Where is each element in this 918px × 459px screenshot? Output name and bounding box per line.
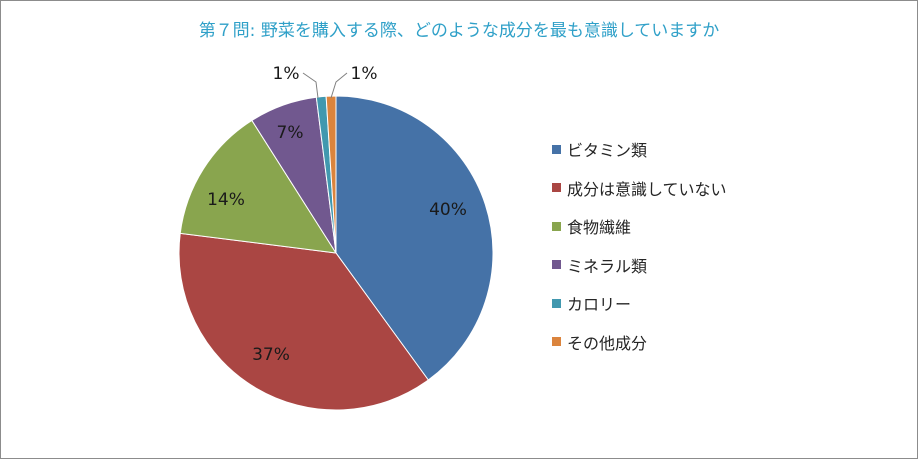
data-label-2: 14% [207, 190, 245, 210]
data-label-0: 40% [429, 200, 467, 220]
legend-label-1: 成分は意識していない [567, 179, 727, 199]
leader-line-4 [302, 72, 319, 99]
legend-label-5: その他成分 [567, 333, 648, 353]
legend-swatch-2 [552, 221, 561, 231]
legend-swatch-5 [552, 337, 561, 347]
pie-slice-2 [179, 119, 337, 254]
legend-item-2: 食物繊維 [552, 207, 727, 246]
legend-item-1: 成分は意識していない [552, 169, 727, 208]
data-label-4: 1% [273, 64, 300, 84]
legend-item-5: その他成分 [552, 323, 727, 362]
data-label-3: 7% [277, 123, 304, 143]
pie-slice-0 [335, 95, 494, 381]
legend-label-0: ビタミン類 [567, 141, 648, 161]
legend-item-0: ビタミン類 [552, 130, 727, 169]
chart-title: 第７問: 野菜を購入する際、どのような成分を最も意識していますか [198, 21, 720, 41]
legend-swatch-3 [552, 260, 561, 270]
legend-item-4: カロリー [552, 284, 727, 323]
legend-label-2: 食物繊維 [567, 218, 632, 238]
legend-swatch-4 [552, 298, 561, 308]
pie-slice-1 [178, 232, 429, 411]
legend-label-4: カロリー [567, 295, 632, 315]
legend-label-3: ミネラル類 [567, 256, 648, 276]
leader-line-5 [330, 72, 348, 99]
legend-item-3: ミネラル類 [552, 246, 727, 285]
data-label-5: 1% [351, 64, 378, 84]
data-label-1: 37% [252, 345, 290, 365]
legend-swatch-1 [552, 183, 561, 193]
pie-slice-5 [325, 95, 337, 254]
chart-legend: ビタミン類成分は意識していない 食物繊維ミネラル類カロリーその他成分 [552, 130, 727, 361]
legend-swatch-0 [552, 144, 561, 154]
